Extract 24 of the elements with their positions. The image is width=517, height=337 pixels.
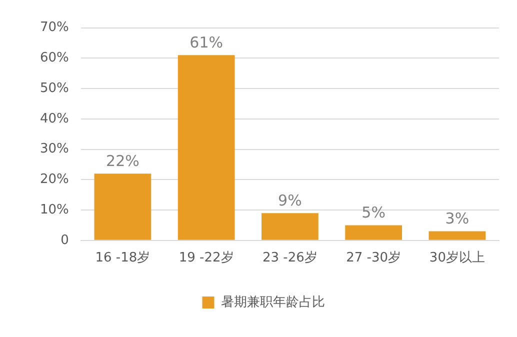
data-label: 9% bbox=[278, 191, 302, 210]
bar bbox=[94, 174, 152, 240]
bar bbox=[178, 55, 235, 240]
data-label: 61% bbox=[190, 34, 223, 52]
y-tick-label: 20% bbox=[40, 172, 69, 188]
legend-label: 暑期兼职年龄占比 bbox=[220, 294, 325, 310]
y-tick-label: 50% bbox=[40, 80, 69, 96]
x-tick-label: 19 -22岁 bbox=[178, 250, 234, 266]
bar bbox=[345, 225, 402, 240]
x-tick-label: 16 -18岁 bbox=[95, 250, 150, 266]
x-tick-label: 27 -30岁 bbox=[346, 250, 402, 266]
y-tick-label: 60% bbox=[40, 50, 69, 66]
data-label: 5% bbox=[362, 204, 386, 222]
y-tick-label: 30% bbox=[40, 142, 69, 157]
x-tick-label: 30岁以上 bbox=[429, 250, 485, 266]
y-tick-label: 40% bbox=[40, 111, 69, 126]
bar bbox=[428, 231, 486, 240]
x-tick-label: 23 -26岁 bbox=[262, 250, 318, 266]
data-label: 3% bbox=[445, 210, 470, 228]
data-label: 22% bbox=[106, 152, 140, 170]
y-tick-label: 10% bbox=[40, 202, 69, 218]
bar bbox=[262, 213, 318, 240]
y-tick-label: 0 bbox=[60, 232, 69, 248]
y-tick-label: 70% bbox=[40, 20, 69, 36]
